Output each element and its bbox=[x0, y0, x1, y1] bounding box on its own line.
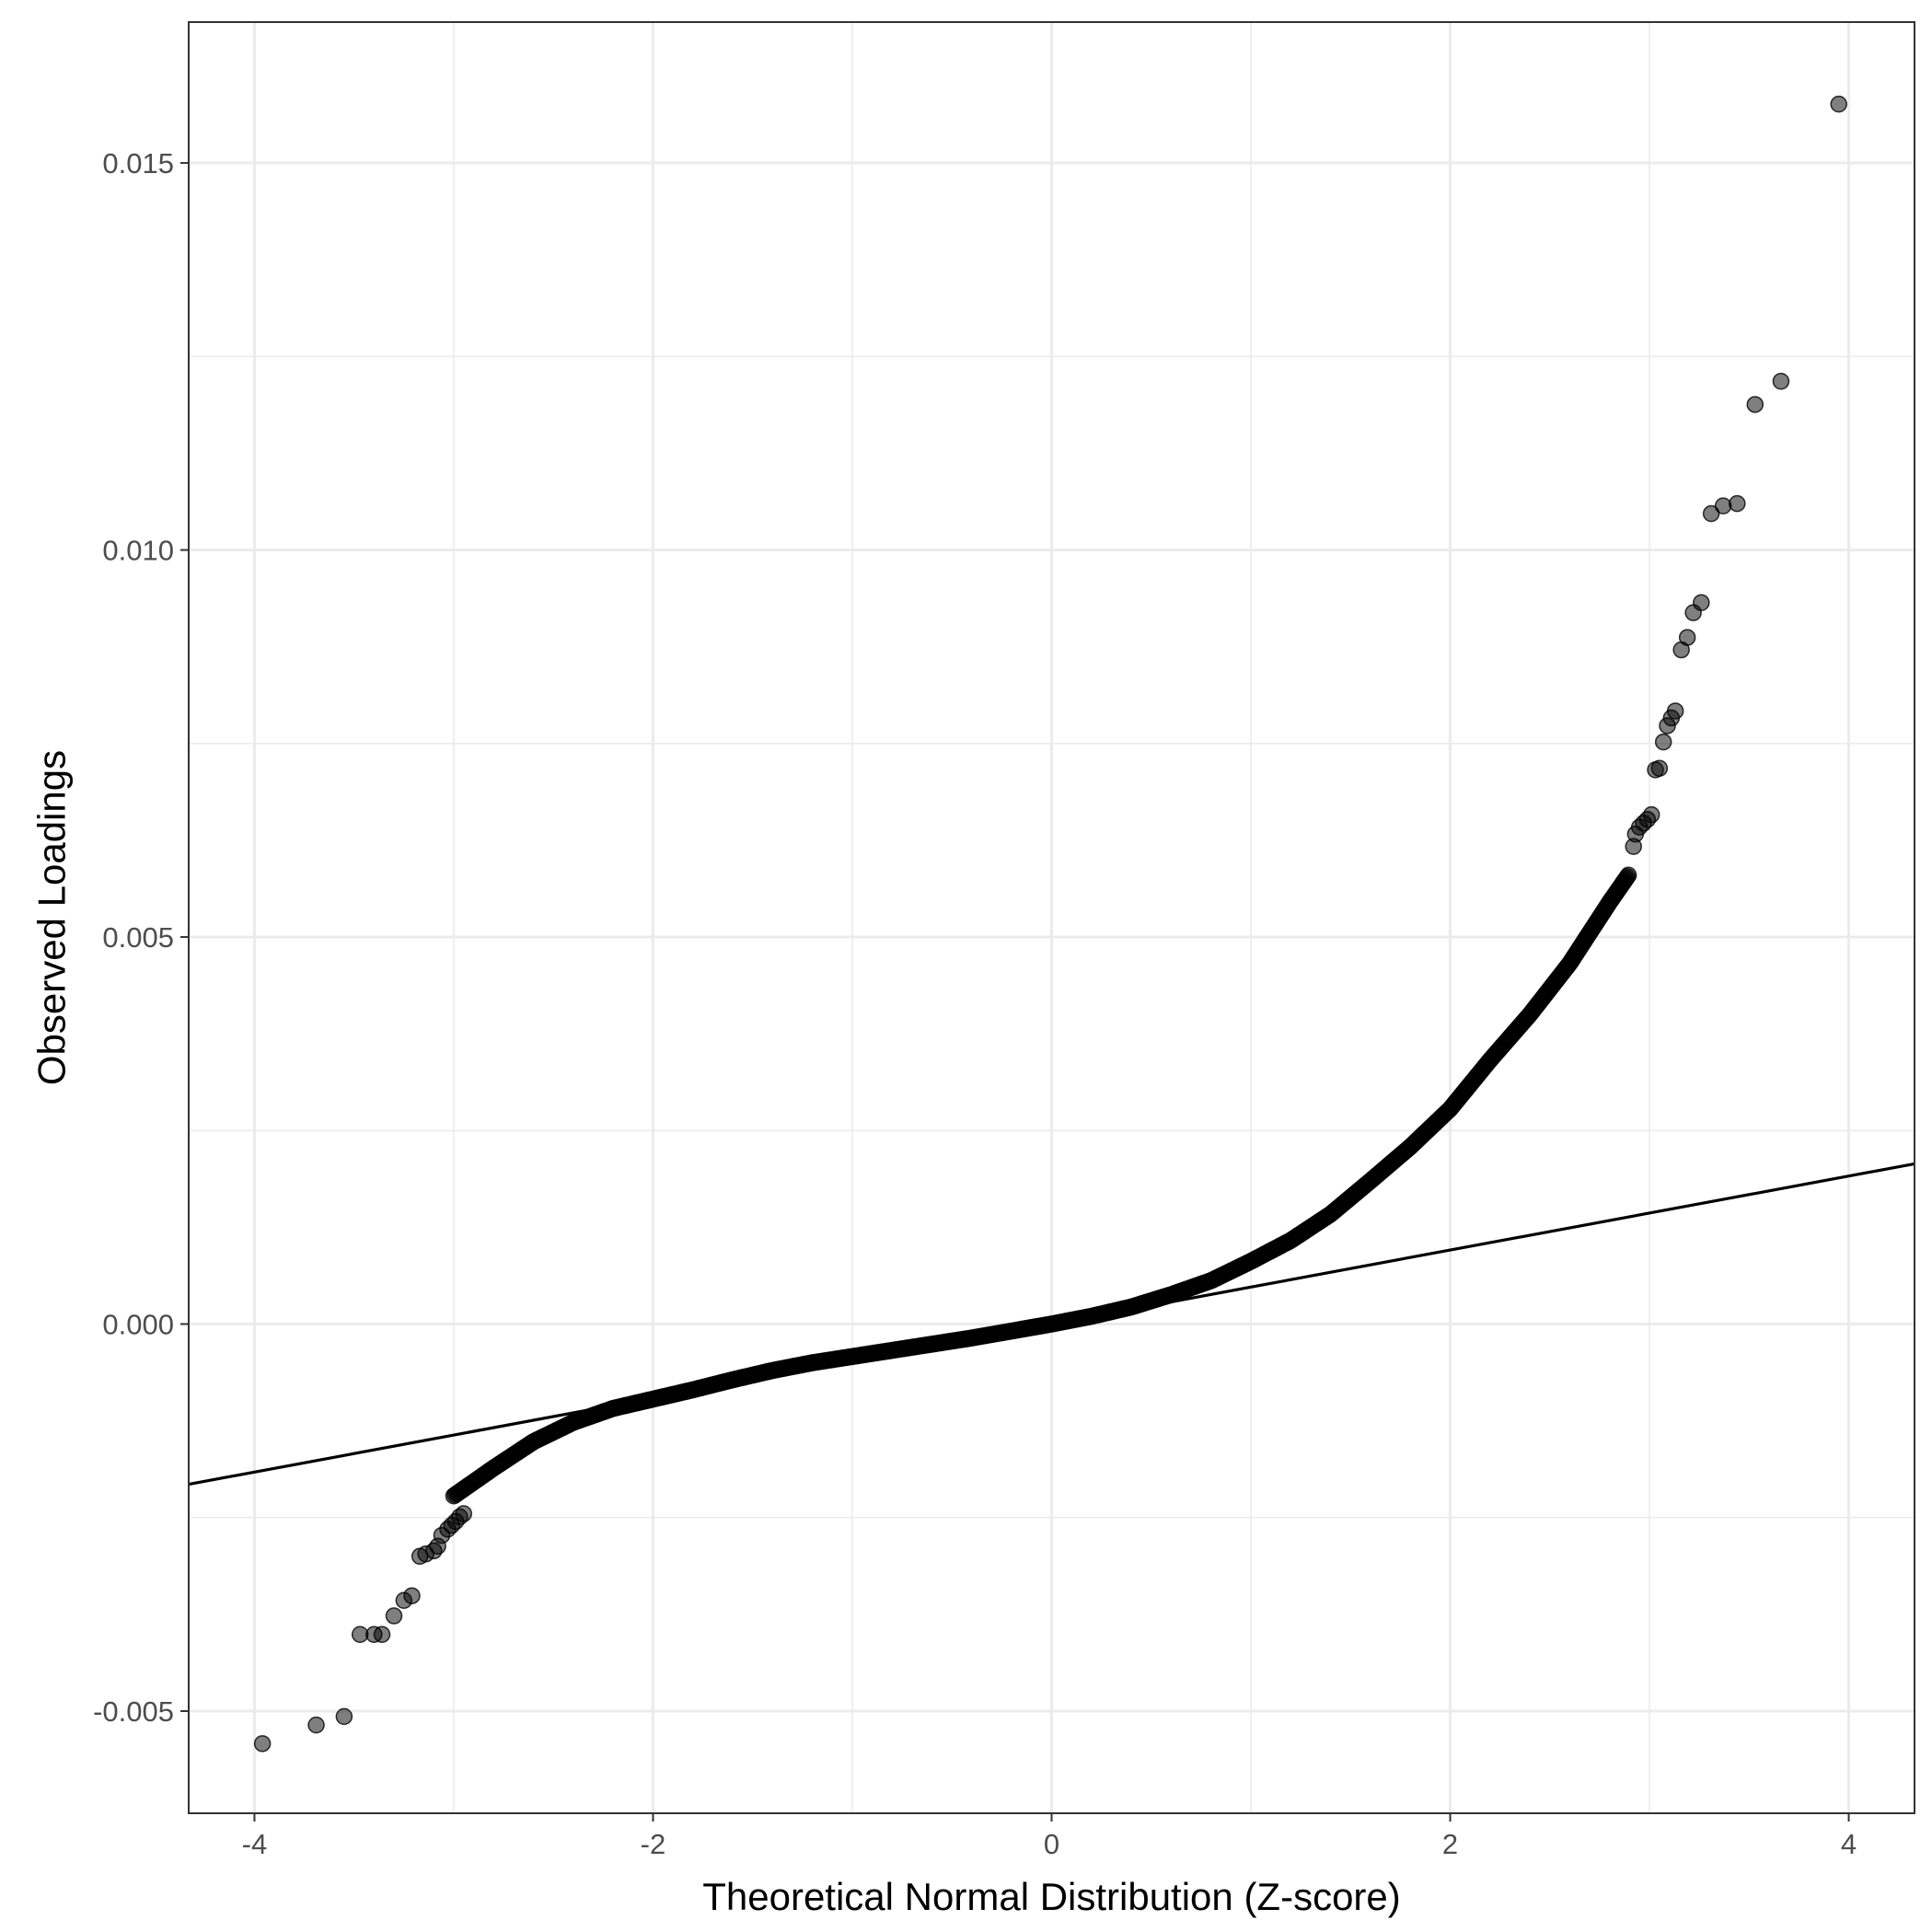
y-tick-label: 0.005 bbox=[102, 921, 174, 954]
x-tick-label: 2 bbox=[1442, 1828, 1458, 1860]
data-point bbox=[1666, 702, 1684, 720]
data-point bbox=[1830, 95, 1847, 113]
data-point bbox=[373, 1625, 391, 1643]
x-tick-label: -2 bbox=[641, 1828, 666, 1860]
data-point bbox=[385, 1607, 403, 1625]
data-point bbox=[1642, 805, 1660, 824]
data-point bbox=[1772, 372, 1790, 390]
data-point bbox=[1746, 396, 1764, 413]
x-tick-label: 0 bbox=[1044, 1828, 1059, 1860]
data-point bbox=[1654, 733, 1672, 751]
data-point bbox=[335, 1707, 353, 1726]
data-point bbox=[1650, 759, 1669, 777]
data-point bbox=[253, 1735, 272, 1753]
x-tick-label: 4 bbox=[1841, 1828, 1857, 1860]
y-tick-label: 0.015 bbox=[102, 147, 174, 179]
y-axis: -0.005 0.000 0.005 0.010 0.015 bbox=[93, 147, 189, 1728]
data-point bbox=[403, 1587, 421, 1604]
x-axis: -4 -2 0 2 4 bbox=[242, 1813, 1857, 1860]
data-point bbox=[1702, 504, 1720, 523]
data-point bbox=[1714, 497, 1732, 515]
data-point bbox=[307, 1716, 325, 1734]
data-point bbox=[1729, 494, 1746, 513]
data-point bbox=[1678, 629, 1696, 646]
y-tick-label: 0.010 bbox=[102, 535, 174, 567]
x-axis-title: Theoretical Normal Distribution (Z-score… bbox=[702, 1875, 1401, 1918]
y-tick-label: -0.005 bbox=[93, 1695, 174, 1728]
y-axis-title: Observed Loadings bbox=[30, 750, 74, 1085]
data-point bbox=[1619, 866, 1637, 885]
data-point bbox=[455, 1505, 473, 1522]
data-point bbox=[1693, 594, 1710, 611]
x-tick-label: -4 bbox=[242, 1828, 268, 1860]
data-points bbox=[253, 95, 1847, 1753]
y-tick-label: 0.000 bbox=[102, 1309, 174, 1341]
